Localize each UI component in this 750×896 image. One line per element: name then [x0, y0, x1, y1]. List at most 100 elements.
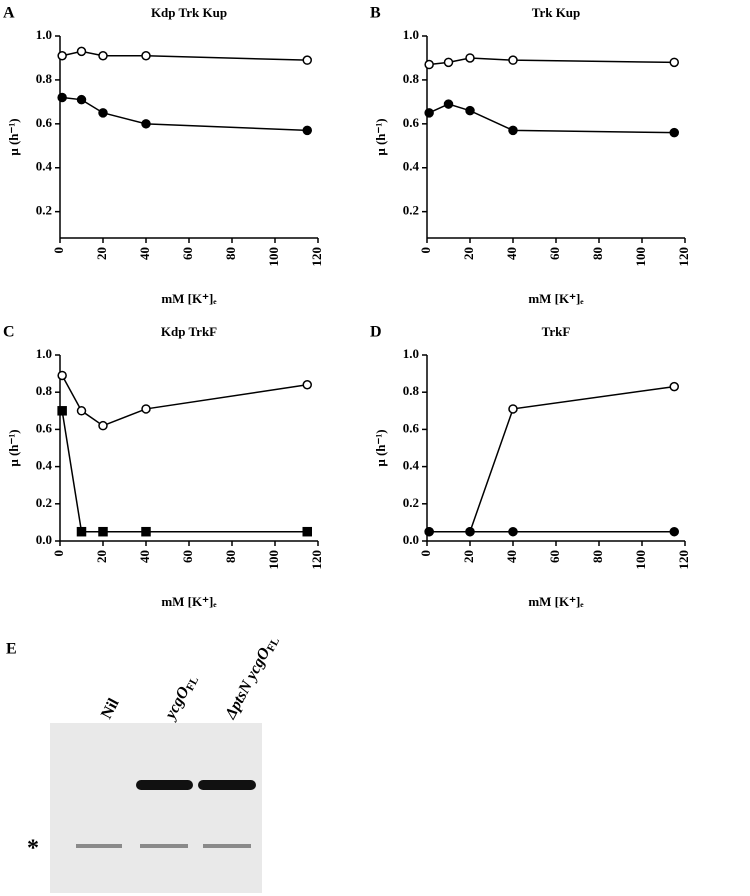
data-point — [508, 526, 518, 537]
panel-letter: D — [370, 324, 382, 341]
gel-band — [76, 844, 122, 848]
x-tick-label: 80 — [590, 550, 605, 563]
x-tick-label: 120 — [309, 550, 324, 570]
x-tick-label: 80 — [590, 247, 605, 260]
x-tick-label: 60 — [547, 247, 562, 260]
x-tick-label: 40 — [137, 550, 152, 563]
x-tick-label: 100 — [633, 247, 648, 267]
y-tick-label: 0.2 — [403, 495, 419, 510]
y-tick-label: 0.4 — [403, 159, 420, 174]
gel-image — [50, 723, 262, 893]
data-point — [302, 125, 312, 136]
data-point — [465, 526, 475, 537]
y-tick-label: 0.8 — [403, 383, 420, 398]
y-tick-label: 0.8 — [36, 71, 53, 86]
gel-band — [198, 780, 256, 790]
lane-subscript: FL — [184, 675, 201, 693]
x-tick-label: 20 — [94, 550, 109, 563]
x-tick-label: 80 — [223, 247, 238, 260]
data-point — [57, 92, 67, 103]
y-axis-label: μ (h⁻¹) — [373, 429, 388, 466]
chart-title: Trk Kup — [532, 5, 581, 20]
y-axis-label: μ (h⁻¹) — [6, 429, 21, 466]
data-point — [424, 526, 434, 537]
gel-band — [136, 780, 193, 790]
y-tick-label: 0.4 — [36, 458, 53, 473]
y-tick-label: 0.2 — [403, 203, 419, 218]
data-point — [443, 99, 454, 109]
x-axis-label: mM [K⁺]ₑ — [161, 594, 217, 609]
x-tick-label: 40 — [137, 247, 152, 260]
y-tick-label: 0.2 — [36, 203, 52, 218]
x-tick-label: 120 — [676, 550, 691, 570]
data-point — [98, 420, 108, 431]
x-tick-label: 120 — [309, 247, 324, 267]
data-point — [141, 526, 151, 537]
y-tick-label: 1.0 — [36, 346, 52, 361]
y-tick-label: 0.6 — [403, 420, 420, 435]
x-axis-label: mM [K⁺]ₑ — [528, 594, 584, 609]
data-point — [669, 381, 679, 392]
gel-band — [203, 844, 251, 848]
y-tick-label: 0.8 — [36, 383, 53, 398]
data-point — [669, 57, 679, 68]
y-tick-label: 0.6 — [36, 420, 53, 435]
x-tick-label: 100 — [633, 550, 648, 570]
y-tick-label: 0.2 — [36, 495, 52, 510]
data-point — [141, 404, 151, 414]
x-tick-label: 20 — [461, 550, 476, 563]
x-tick-label: 20 — [461, 247, 476, 260]
y-tick-label: 1.0 — [36, 27, 52, 42]
x-axis-label: mM [K⁺]ₑ — [528, 291, 584, 306]
data-point — [76, 526, 87, 537]
chart-title: TrkF — [542, 324, 571, 339]
data-point — [424, 108, 434, 118]
x-tick-label: 0 — [418, 550, 433, 557]
y-tick-label: 0.0 — [36, 532, 52, 547]
data-point — [443, 57, 454, 68]
data-point — [57, 370, 67, 381]
data-point — [141, 51, 151, 61]
data-point — [76, 94, 87, 105]
x-tick-label: 80 — [223, 550, 238, 563]
data-point — [508, 55, 518, 65]
x-tick-label: 60 — [180, 247, 195, 260]
chart-panel: B Trk Kup 0.2 0.4 0.6 0.8 1.0 0 20 40 60 80 100 120 mM… — [370, 5, 691, 306]
data-point — [57, 406, 67, 416]
band-marker: * — [27, 836, 39, 862]
x-tick-label: 40 — [504, 550, 519, 563]
y-tick-label: 0.6 — [36, 115, 53, 130]
x-tick-label: 60 — [180, 550, 195, 563]
chart-panel: A Kdp Trk Kup 0.2 0.4 0.6 0.8 1.0 0 20 40 60 80 100 1… — [3, 5, 324, 306]
x-tick-label: 100 — [266, 247, 281, 267]
data-point — [508, 125, 518, 136]
data-point — [76, 46, 87, 57]
y-tick-label: 0.8 — [403, 71, 420, 86]
data-point — [669, 127, 679, 138]
data-point — [141, 119, 151, 129]
x-tick-label: 0 — [51, 550, 66, 557]
x-tick-label: 20 — [94, 247, 109, 260]
data-point — [302, 526, 312, 537]
x-tick-label: 0 — [418, 247, 433, 254]
x-tick-label: 120 — [676, 247, 691, 267]
chart-title: Kdp TrkF — [161, 324, 217, 339]
data-point — [98, 526, 108, 537]
lane-subscript: FL — [264, 636, 281, 654]
y-axis-label: μ (h⁻¹) — [373, 118, 388, 155]
data-point — [57, 51, 67, 61]
y-tick-label: 1.0 — [403, 27, 419, 42]
y-tick-label: 0.6 — [403, 115, 420, 130]
chart-title: Kdp Trk Kup — [151, 5, 227, 20]
data-point — [302, 55, 312, 65]
x-tick-label: 100 — [266, 550, 281, 570]
panel-letter: A — [3, 5, 15, 22]
y-tick-label: 0.0 — [403, 532, 419, 547]
chart-panel: C Kdp TrkF 0.0 0.2 0.4 0.6 0.8 1.0 0 20 40 60 80 100 1… — [3, 324, 324, 609]
x-tick-label: 40 — [504, 247, 519, 260]
gel-band — [140, 844, 188, 848]
x-tick-label: 0 — [51, 247, 66, 254]
x-tick-label: 60 — [547, 550, 562, 563]
y-axis-label: μ (h⁻¹) — [6, 118, 21, 155]
data-point — [465, 53, 475, 63]
